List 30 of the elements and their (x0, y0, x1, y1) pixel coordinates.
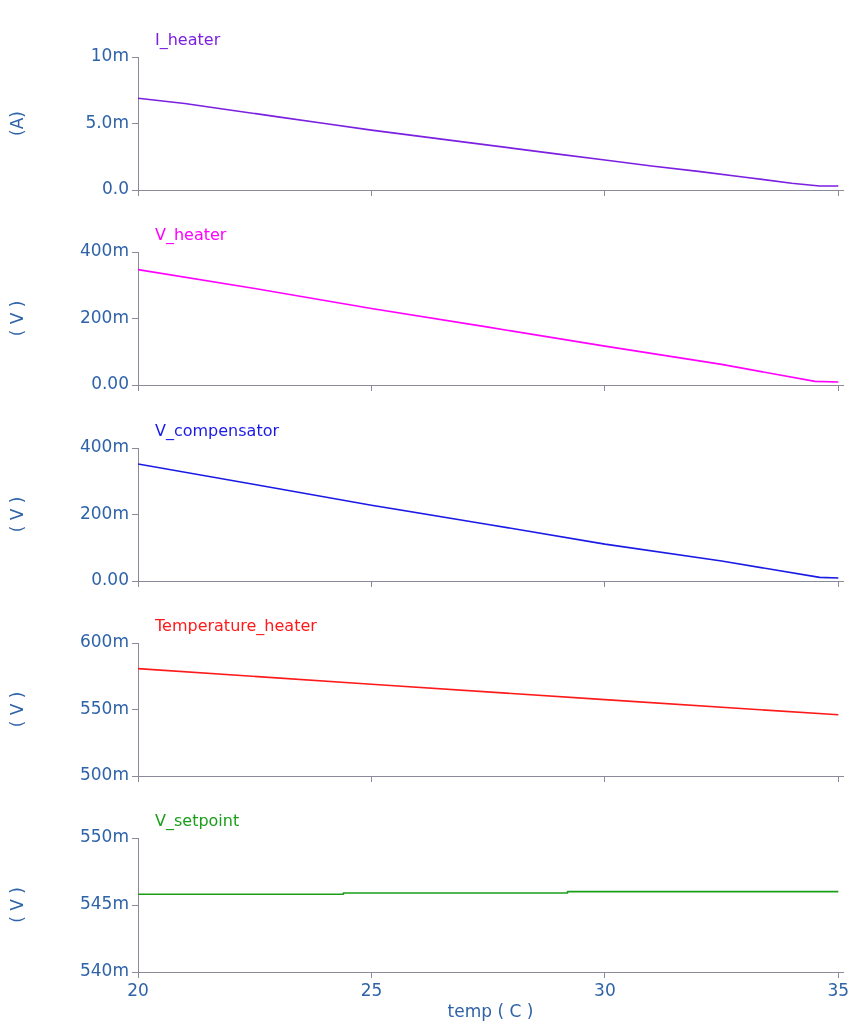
y-tick-label: 550m (79, 826, 129, 847)
y-tick-label: 500m (79, 764, 129, 785)
y-axis-title: (A) (6, 111, 27, 136)
y-tick-label: 10m (90, 45, 129, 66)
y-tick-label: 200m (79, 306, 129, 327)
y-tick-label: 0.00 (91, 373, 129, 394)
y-tick-label: 540m (79, 960, 129, 981)
y-tick-label: 200m (79, 502, 129, 523)
y-axis-title: ( V ) (6, 300, 27, 337)
y-tick-label: 400m (79, 436, 129, 457)
series-label: V_heater (155, 225, 227, 245)
x-tick-label: 20 (127, 979, 149, 1000)
y-tick-label: 600m (79, 631, 129, 652)
y-axis-title: ( V ) (6, 496, 27, 533)
y-tick-label: 545m (79, 893, 129, 914)
series-label: V_compensator (155, 421, 280, 441)
x-tick-label: 25 (360, 979, 383, 1000)
x-tick-label: 35 (827, 979, 850, 1000)
text: Temperature_heater (154, 616, 318, 636)
y-tick-label: 550m (79, 697, 129, 718)
y-tick-label: 0.00 (91, 569, 129, 590)
text: I_heater (155, 30, 221, 50)
x-axis-title: temp ( C ) (447, 1001, 534, 1022)
y-axis-title: ( V ) (6, 887, 27, 923)
text: V_setpoint (155, 811, 240, 831)
y-tick-label: 400m (79, 240, 129, 261)
y-tick-label: 0.0 (101, 178, 129, 199)
y-axis-title: ( V ) (6, 691, 27, 728)
y-tick-label: 5.0m (85, 111, 129, 132)
x-tick-label: 30 (594, 979, 616, 1000)
